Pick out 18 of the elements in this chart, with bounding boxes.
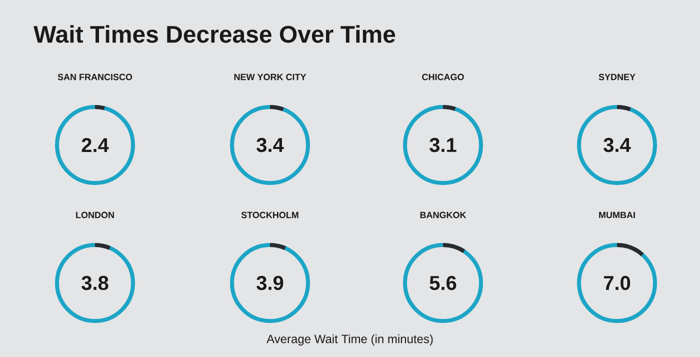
category-label: NEW YORK CITY: [234, 74, 306, 80]
category-label: CHICAGO: [422, 74, 464, 80]
data-label: 3.9: [256, 276, 284, 290]
data-label: 3.4: [604, 138, 631, 152]
data-label: 2.4: [82, 138, 109, 152]
data-label: 5.6: [430, 276, 456, 290]
data-label: 3.8: [82, 276, 108, 290]
text: Average Wait Time (in minutes): [266, 334, 433, 346]
category-label: MUMBAI: [599, 212, 635, 218]
data-label: 7.0: [604, 276, 630, 290]
category-label: SYDNEY: [598, 74, 636, 80]
category-label: SAN FRANCISCO: [58, 74, 132, 80]
category-label: LONDON: [76, 212, 114, 218]
data-label: 3.1: [430, 138, 456, 152]
category-label: BANGKOK: [420, 212, 466, 218]
category-label: STOCKHOLM: [241, 212, 298, 218]
data-label: 3.4: [256, 138, 284, 152]
text: Wait Times Decrease Over Time: [34, 25, 396, 43]
